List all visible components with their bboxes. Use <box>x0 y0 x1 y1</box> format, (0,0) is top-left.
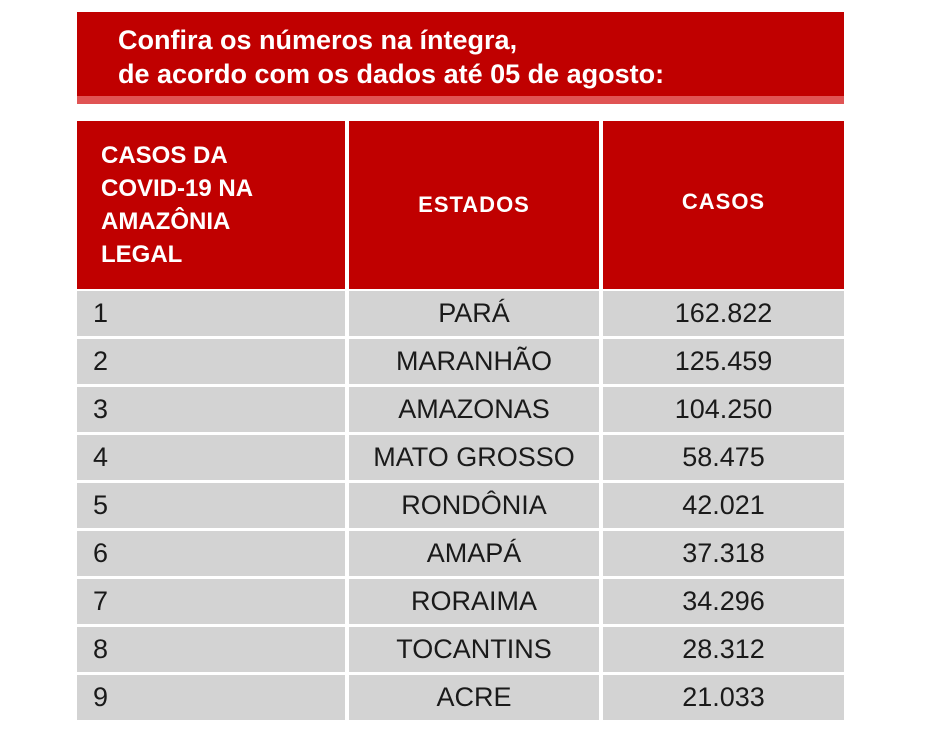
cases-cell: 28.312 <box>603 627 844 672</box>
rank-cell: 2 <box>77 339 345 384</box>
rank-cell: 7 <box>77 579 345 624</box>
banner-title-line-2: de acordo com os dados até 05 de agosto: <box>118 59 665 89</box>
cases-cell: 21.033 <box>603 675 844 720</box>
table-row: 5 RONDÔNIA 42.021 <box>77 483 844 528</box>
state-cell: MATO GROSSO <box>349 435 599 480</box>
banner-title-line-1: Confira os números na íntegra, <box>118 25 518 55</box>
table-row: 7 RORAIMA 34.296 <box>77 579 844 624</box>
cases-cell: 104.250 <box>603 387 844 432</box>
header-rank-column: CASOS DA COVID-19 NA AMAZÔNIA LEGAL <box>77 121 345 289</box>
state-cell: RORAIMA <box>349 579 599 624</box>
header-rank-line-3: AMAZÔNIA <box>101 208 231 235</box>
cases-cell: 34.296 <box>603 579 844 624</box>
state-cell: TOCANTINS <box>349 627 599 672</box>
rank-cell: 5 <box>77 483 345 528</box>
header-banner: Confira os números na íntegra, de acordo… <box>77 12 844 96</box>
table-row: 4 MATO GROSSO 58.475 <box>77 435 844 480</box>
header-rank-line-4: LEGAL <box>101 241 183 268</box>
state-cell: AMAZONAS <box>349 387 599 432</box>
table-row: 6 AMAPÁ 37.318 <box>77 531 844 576</box>
cases-cell: 162.822 <box>603 291 844 336</box>
header-state-column: ESTADOS <box>349 121 599 289</box>
state-cell: MARANHÃO <box>349 339 599 384</box>
cases-cell: 37.318 <box>603 531 844 576</box>
banner-accent-stripe <box>77 96 844 104</box>
state-cell: AMAPÁ <box>349 531 599 576</box>
state-cell: ACRE <box>349 675 599 720</box>
table-row: 3 AMAZONAS 104.250 <box>77 387 844 432</box>
cases-cell: 125.459 <box>603 339 844 384</box>
rank-cell: 1 <box>77 291 345 336</box>
header-rank-line-2: COVID-19 NA <box>101 175 254 202</box>
cases-cell: 42.021 <box>603 483 844 528</box>
table-row: 8 TOCANTINS 28.312 <box>77 627 844 672</box>
table-header-row: CASOS DA COVID-19 NA AMAZÔNIA LEGAL ESTA… <box>77 121 844 289</box>
rank-cell: 3 <box>77 387 345 432</box>
rank-cell: 4 <box>77 435 345 480</box>
cases-cell: 58.475 <box>603 435 844 480</box>
rank-cell: 9 <box>77 675 345 720</box>
table-body: 1 PARÁ 162.822 2 MARANHÃO 125.459 3 AMAZONAS 104… <box>77 291 844 720</box>
header-cases-column: CASOS <box>603 121 844 289</box>
header-rank-line-1: CASOS DA <box>101 142 228 169</box>
table-row: 2 MARANHÃO 125.459 <box>77 339 844 384</box>
table-row: 9 ACRE 21.033 <box>77 675 844 720</box>
rank-cell: 6 <box>77 531 345 576</box>
state-cell: PARÁ <box>349 291 599 336</box>
covid-cases-table: CASOS DA COVID-19 NA AMAZÔNIA LEGAL ESTA… <box>77 121 844 720</box>
rank-cell: 8 <box>77 627 345 672</box>
state-cell: RONDÔNIA <box>349 483 599 528</box>
table-row: 1 PARÁ 162.822 <box>77 291 844 336</box>
